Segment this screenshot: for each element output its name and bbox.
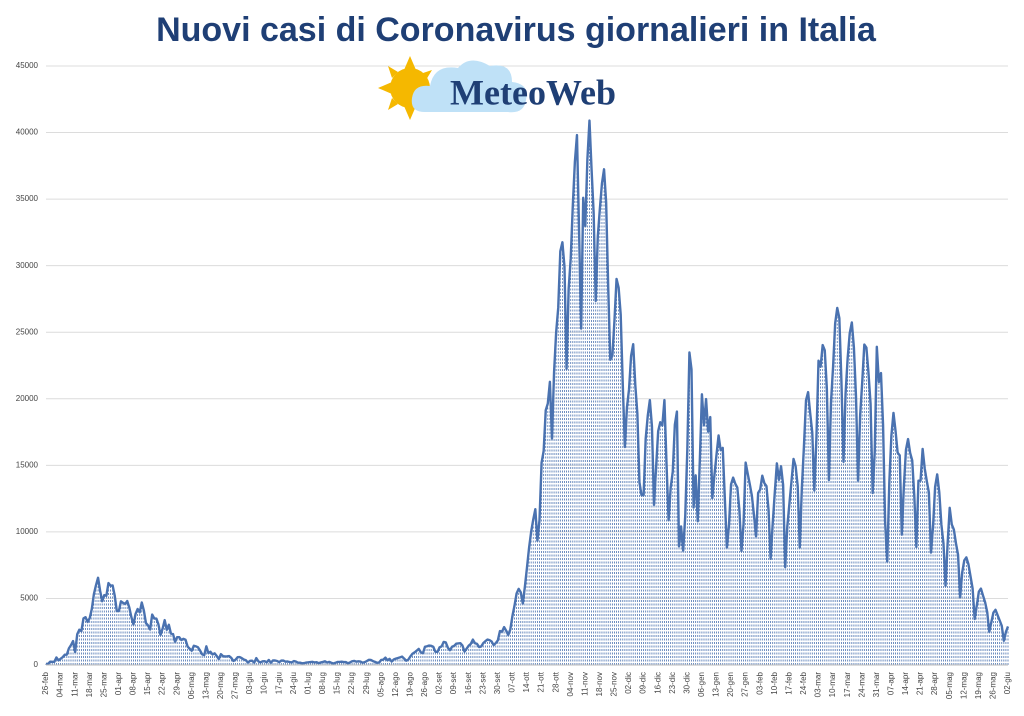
y-tick-label: 40000	[16, 128, 39, 137]
x-tick-label: 31-mar	[872, 672, 881, 698]
y-tick-label: 35000	[16, 194, 39, 203]
x-tick-label: 06-gen	[697, 672, 706, 697]
x-tick-label: 03-giu	[245, 672, 254, 694]
x-tick-label: 03-feb	[755, 671, 764, 694]
x-tick-label: 13-mag	[201, 672, 210, 699]
x-tick-label: 07-apr	[887, 672, 896, 695]
x-tick-label: 23-dic	[668, 672, 677, 694]
x-tick-label: 16-dic	[653, 672, 662, 694]
chart-title: Nuovi casi di Coronavirus giornalieri in…	[156, 11, 877, 49]
x-tick-label: 02-set	[435, 671, 444, 694]
x-tick-label: 20-mag	[216, 672, 225, 699]
x-tick-label: 26-mag	[989, 672, 998, 699]
x-tick-label: 28-ott	[551, 671, 560, 692]
y-tick-label: 20000	[16, 394, 39, 403]
x-tick-label: 17-giu	[274, 672, 283, 694]
x-tick-label: 15-lug	[333, 672, 342, 694]
y-tick-label: 45000	[16, 61, 39, 70]
logo: MeteoWeb	[378, 56, 616, 120]
x-tick-label: 02-dic	[624, 672, 633, 694]
x-tick-label: 05-mag	[945, 672, 954, 699]
x-tick-label: 30-dic	[682, 672, 691, 694]
data-line	[45, 119, 1010, 666]
x-tick-label: 09-dic	[639, 672, 648, 694]
x-tick-label: 25-nov	[610, 672, 619, 696]
x-tick-label: 29-apr	[172, 672, 181, 695]
y-tick-label: 25000	[16, 327, 39, 336]
x-tick-label: 20-gen	[726, 672, 735, 697]
x-tick-label: 17-feb	[784, 671, 793, 694]
x-tick-label: 13-gen	[712, 672, 721, 697]
x-tick-label: 18-mar	[85, 672, 94, 698]
x-tick-label: 05-ago	[376, 671, 385, 696]
x-tick-label: 10-giu	[260, 672, 269, 694]
x-tick-label: 17-mar	[843, 672, 852, 698]
x-tick-label: 24-mar	[857, 672, 866, 698]
x-tick-label: 22-lug	[347, 672, 356, 694]
x-tick-label: 07-ott	[508, 671, 517, 692]
x-tick-label: 09-set	[449, 671, 458, 694]
logo-cloud	[411, 60, 527, 113]
x-tick-label: 12-mag	[959, 672, 968, 699]
x-tick-label: 26-feb	[41, 671, 50, 694]
x-tick-label: 25-mar	[99, 672, 108, 698]
x-tick-label: 21-ott	[537, 671, 546, 692]
x-tick-label: 10-feb	[770, 671, 779, 694]
x-tick-label: 22-apr	[158, 672, 167, 695]
x-tick-label: 30-set	[493, 671, 502, 694]
x-tick-label: 24-feb	[799, 671, 808, 694]
x-tick-label: 02-giu	[1003, 672, 1012, 694]
x-tick-label: 12-ago	[391, 671, 400, 696]
x-tick-label: 04-nov	[566, 672, 575, 696]
x-tick-label: 01-lug	[303, 672, 312, 694]
drop-lines	[45, 120, 1009, 665]
x-tick-label: 08-lug	[318, 672, 327, 694]
x-tick-label: 19-ago	[406, 671, 415, 696]
x-tick-label: 24-giu	[289, 672, 298, 694]
x-tick-label: 01-apr	[114, 672, 123, 695]
x-tick-label: 23-set	[478, 671, 487, 694]
x-tick-label: 03-mar	[814, 672, 823, 698]
x-tick-label: 26-ago	[420, 671, 429, 696]
x-tick-label: 21-apr	[916, 672, 925, 695]
x-tick-label: 28-apr	[930, 672, 939, 695]
x-tick-label: 11-nov	[580, 672, 589, 696]
logo-text: MeteoWeb	[450, 72, 616, 112]
y-tick-label: 15000	[16, 460, 39, 469]
x-tick-label: 04-mar	[56, 672, 65, 698]
x-tick-label: 06-mag	[187, 672, 196, 699]
x-tick-label: 27-mag	[231, 672, 240, 699]
x-tick-label: 08-apr	[129, 672, 138, 695]
x-tick-label: 27-gen	[741, 672, 750, 697]
x-tick-label: 15-apr	[143, 672, 152, 695]
x-tick-label: 10-mar	[828, 672, 837, 698]
x-tick-label: 14-ott	[522, 671, 531, 692]
x-tick-label: 29-lug	[362, 672, 371, 694]
x-tick-label: 19-mag	[974, 672, 983, 699]
x-tick-label: 18-nov	[595, 672, 604, 696]
x-tick-label: 11-mar	[70, 672, 79, 697]
y-tick-label: 10000	[16, 527, 39, 536]
x-tick-label: 16-set	[464, 671, 473, 694]
y-tick-label: 5000	[20, 594, 38, 603]
y-tick-label: 0	[34, 660, 39, 669]
y-tick-label: 30000	[16, 261, 39, 270]
x-tick-label: 14-apr	[901, 672, 910, 695]
